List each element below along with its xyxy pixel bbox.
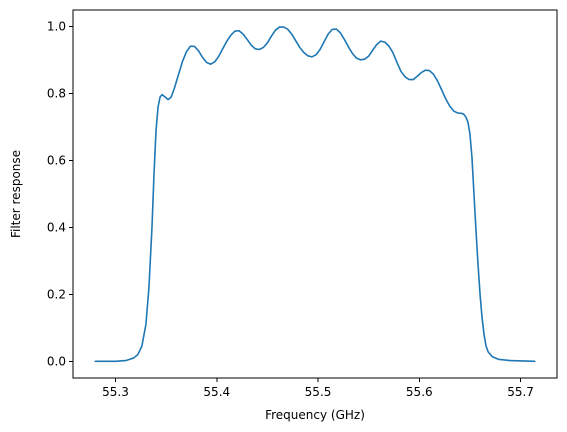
- y-axis-label: Filter response: [9, 150, 23, 238]
- x-tick-label: 55.7: [507, 385, 534, 399]
- x-tick-label: 55.5: [305, 385, 332, 399]
- y-axis-ticks: 0.0 0.2 0.4 0.6 0.8 1.0: [47, 20, 73, 368]
- y-tick-label: 1.0: [47, 20, 66, 34]
- x-axis-ticks: 55.3 55.4 55.5 55.6 55.7: [102, 378, 534, 399]
- x-tick-label: 55.6: [406, 385, 433, 399]
- y-tick-label: 0.0: [47, 354, 66, 368]
- axes-frame: [72, 9, 558, 379]
- y-tick-label: 0.6: [47, 154, 66, 168]
- y-tick-label: 0.8: [47, 87, 66, 101]
- x-tick-label: 55.4: [203, 385, 230, 399]
- y-tick-label: 0.4: [47, 220, 66, 234]
- plot-area: [94, 26, 536, 363]
- y-tick-label: 0.2: [47, 287, 66, 301]
- x-axis-label: Frequency (GHz): [265, 408, 365, 422]
- series-line: [94, 26, 536, 363]
- x-tick-label: 55.3: [102, 385, 129, 399]
